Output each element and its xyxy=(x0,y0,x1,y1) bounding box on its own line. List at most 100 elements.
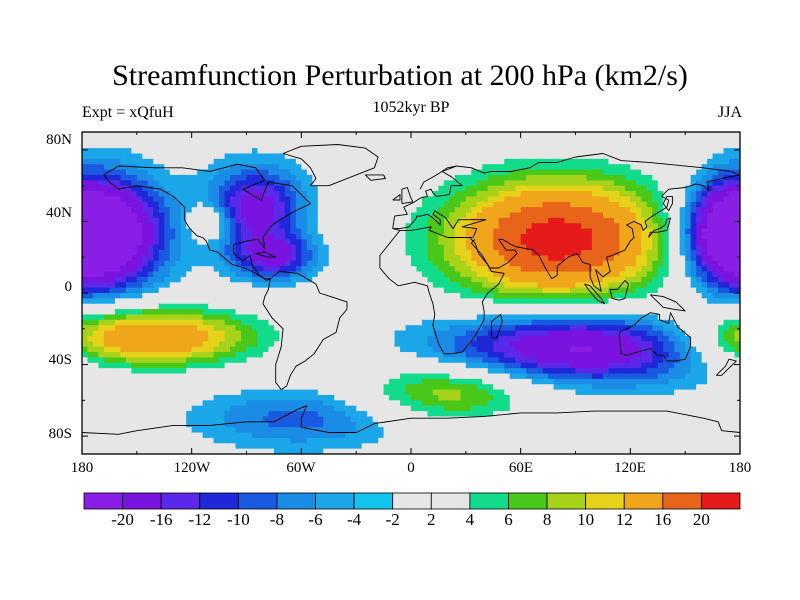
field-cell xyxy=(136,169,143,176)
field-cell xyxy=(339,352,346,358)
field-cell xyxy=(82,217,89,224)
field-cell xyxy=(114,298,121,305)
field-cell xyxy=(580,142,588,149)
field-cell xyxy=(701,201,708,208)
field-cell xyxy=(685,293,692,299)
field-cell xyxy=(685,132,692,138)
field-cell xyxy=(674,158,681,165)
field-cell xyxy=(729,191,736,197)
field-cell xyxy=(186,352,193,358)
field-cell xyxy=(367,233,374,240)
field-cell xyxy=(383,346,390,353)
field-cell xyxy=(372,260,379,267)
field-cell xyxy=(169,142,176,149)
field-cell xyxy=(668,148,675,155)
field-cell xyxy=(646,217,653,224)
field-cell xyxy=(575,191,582,197)
field-cell xyxy=(312,276,319,283)
field-cell xyxy=(306,271,313,278)
field-cell xyxy=(389,212,396,219)
field-cell xyxy=(696,293,703,299)
field-cell xyxy=(82,239,89,246)
field-cell xyxy=(460,266,467,273)
field-cell xyxy=(411,330,418,337)
field-cell xyxy=(635,266,642,273)
field-cell xyxy=(443,266,450,273)
field-cell xyxy=(504,335,511,342)
field-cell xyxy=(548,266,555,273)
field-cell xyxy=(454,346,461,353)
field-cell xyxy=(290,250,297,257)
field-cell xyxy=(87,180,94,187)
field-cell xyxy=(328,287,335,294)
field-cell xyxy=(186,174,193,181)
field-cell xyxy=(367,180,374,187)
field-cell xyxy=(197,330,204,337)
field-cell xyxy=(701,325,708,332)
field-cell xyxy=(87,330,94,337)
field-cell xyxy=(597,341,604,348)
field-cell xyxy=(82,293,89,299)
field-cell xyxy=(235,174,242,181)
field-cell xyxy=(493,217,500,224)
field-cell xyxy=(394,158,401,165)
field-cell xyxy=(312,266,319,273)
field-cell xyxy=(339,287,346,294)
field-cell xyxy=(164,298,171,305)
field-cell xyxy=(520,233,527,240)
field-cell xyxy=(87,250,94,257)
field-cell xyxy=(619,180,626,187)
field-cell xyxy=(674,330,681,337)
field-cell xyxy=(230,191,237,197)
field-cell xyxy=(400,335,407,342)
field-cell xyxy=(339,314,346,321)
field-cell xyxy=(531,191,538,197)
field-cell xyxy=(153,341,160,348)
field-cell xyxy=(235,153,242,160)
field-cell xyxy=(268,260,275,267)
field-cell xyxy=(438,282,445,289)
field-cell xyxy=(241,255,248,262)
field-cell xyxy=(328,223,335,230)
field-cell xyxy=(602,346,609,353)
field-cell xyxy=(400,164,407,171)
field-cell xyxy=(520,276,527,283)
field-cell xyxy=(169,233,176,240)
field-cell xyxy=(602,266,609,273)
field-cell xyxy=(202,169,209,176)
field-cell xyxy=(652,319,659,326)
field-cell xyxy=(438,185,445,192)
field-cell xyxy=(257,169,264,176)
field-cell xyxy=(553,244,560,251)
field-cell xyxy=(257,282,264,289)
field-cell xyxy=(641,335,648,342)
field-cell xyxy=(273,137,280,144)
field-cell xyxy=(630,223,637,230)
field-cell xyxy=(707,191,714,197)
field-cell xyxy=(602,169,609,176)
field-cell xyxy=(657,191,664,197)
field-cell xyxy=(537,153,544,160)
field-cell xyxy=(323,293,330,299)
field-cell xyxy=(317,196,324,203)
field-cell xyxy=(652,239,659,246)
field-cell xyxy=(109,255,116,262)
field-cell xyxy=(723,148,730,155)
field-cell xyxy=(701,335,708,342)
field-cell xyxy=(317,287,324,294)
field-cell xyxy=(718,341,725,348)
field-cell xyxy=(219,346,226,353)
field-cell xyxy=(257,132,264,138)
field-cell xyxy=(339,293,346,299)
field-cell xyxy=(465,314,472,321)
field-cell xyxy=(301,196,308,203)
field-cell xyxy=(564,282,571,289)
field-cell xyxy=(400,180,407,187)
field-cell xyxy=(432,233,440,240)
field-cell xyxy=(668,158,675,165)
field-cell xyxy=(531,298,538,305)
field-cell xyxy=(219,132,226,138)
field-cell xyxy=(443,330,450,337)
field-cell xyxy=(230,180,237,187)
field-cell xyxy=(251,298,259,305)
